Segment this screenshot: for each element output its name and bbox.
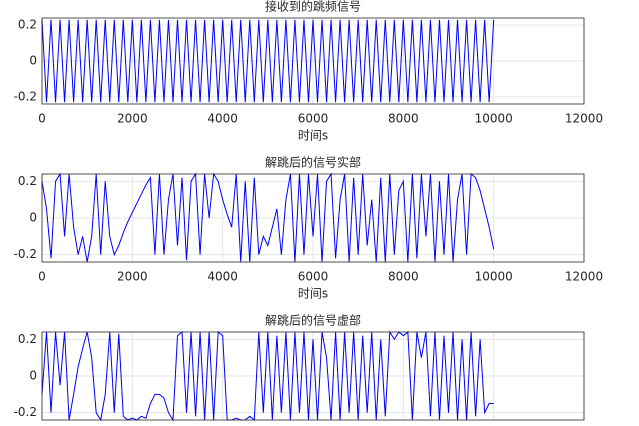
chart-title: 解跳后的信号虚部: [265, 313, 361, 328]
x-tick-label: 4000: [207, 270, 238, 284]
x-tick-label: 8000: [388, 112, 419, 126]
x-tick-label: 0: [38, 112, 46, 126]
y-tick-label: -0.2: [14, 247, 37, 261]
y-tick-label: 0.2: [18, 18, 37, 32]
x-tick-label: 6000: [298, 112, 329, 126]
y-tick-label: 0: [29, 369, 37, 383]
y-tick-label: -0.2: [14, 405, 37, 419]
y-tick-label: 0.2: [18, 332, 37, 346]
axes-frame: [41, 17, 585, 105]
x-tick-label: 10000: [475, 270, 513, 284]
x-tick-label: 8000: [388, 270, 419, 284]
y-tick-label: -0.2: [14, 89, 37, 103]
x-tick-label: 4000: [207, 112, 238, 126]
x-tick-label: 2000: [117, 270, 148, 284]
x-tick-label: 12000: [565, 270, 603, 284]
x-tick-label: 10000: [475, 112, 513, 126]
x-tick-label: 0: [38, 270, 46, 284]
y-tick-label: 0: [29, 54, 37, 68]
x-tick-label: 12000: [565, 112, 603, 126]
y-tick-label: 0: [29, 211, 37, 225]
axes-frame: [41, 331, 585, 421]
x-axis-label: 时间s: [298, 287, 328, 301]
y-tick-label: 0.2: [18, 174, 37, 188]
chart-title: 解跳后的信号实部: [265, 155, 361, 170]
x-axis-label: 时间s: [298, 129, 328, 143]
x-tick-label: 6000: [298, 270, 329, 284]
axes-frame: [41, 173, 585, 263]
chart-title: 接收到的跳频信号: [265, 0, 361, 14]
x-tick-label: 2000: [117, 112, 148, 126]
signal-line: [41, 172, 495, 263]
signal-line: [41, 19, 495, 103]
